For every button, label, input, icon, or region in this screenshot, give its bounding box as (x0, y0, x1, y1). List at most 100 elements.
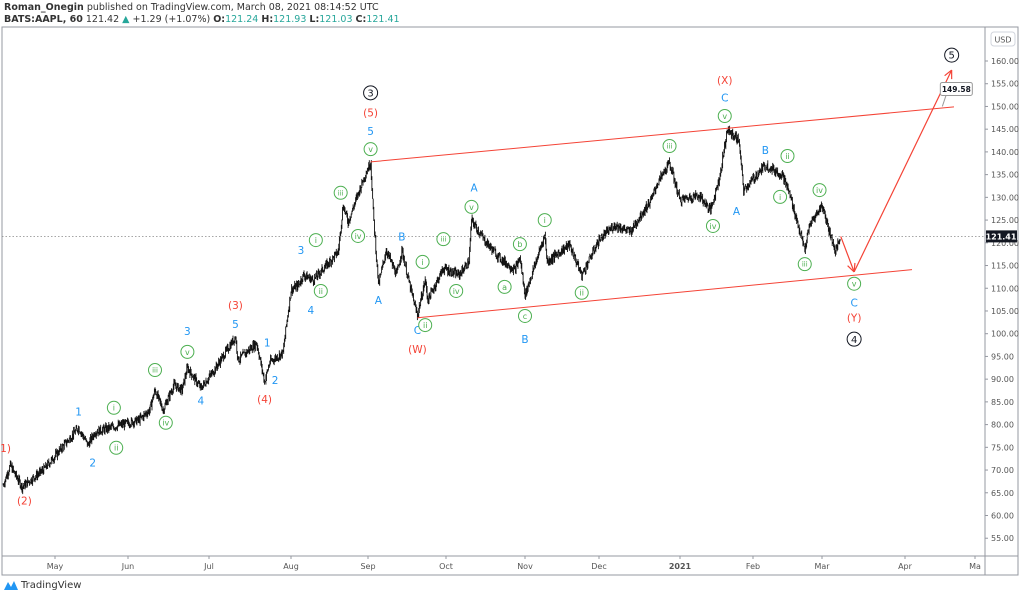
wave-label-circle (351, 228, 366, 243)
wave-label: v (469, 203, 474, 212)
wave-label: c (523, 312, 527, 321)
up-triangle-icon: ▲ (122, 14, 130, 25)
wave-label: 3 (298, 245, 305, 257)
projection-up-arrow-head (944, 69, 953, 77)
low-value: 121.03 (319, 14, 353, 25)
wave-label: 4 (308, 305, 315, 317)
close-value: 121.41 (366, 14, 400, 25)
currency-label: USD (994, 36, 1011, 45)
wave-label: B (762, 145, 769, 157)
high-label: H: (261, 14, 274, 25)
y-tick-label: 100.00 (991, 330, 1019, 339)
wave-label: 5 (367, 126, 374, 138)
wave-label: 2 (272, 375, 279, 387)
wave-label-circle (497, 279, 512, 294)
wave-label: B (398, 232, 405, 244)
wave-label-circle (944, 47, 960, 63)
y-tick-label: 70.00 (991, 466, 1014, 475)
wave-label: iv (816, 186, 823, 195)
open-label: O: (213, 14, 226, 25)
wave-labels: 1)(2)12iiiiiiivv345(3)12(4)34iiiiiiivv5(… (0, 47, 960, 508)
target-callout-text: 149.58 (942, 85, 971, 94)
x-tick-label: Jul (203, 562, 214, 571)
wave-label-circle (418, 318, 433, 333)
tradingview-logo[interactable]: TradingView (4, 580, 81, 591)
wave-label-circle (313, 283, 328, 298)
wave-label: A (733, 206, 741, 218)
wave-label: iii (440, 236, 446, 244)
price-bars (2, 125, 841, 495)
wave-label: v (722, 112, 727, 121)
wave-label: iv (355, 232, 362, 241)
wave-label-circle (717, 108, 732, 123)
x-tick-label: 2021 (669, 562, 692, 571)
symbol-info: BATS:AAPL, 60 121.42 ▲ +1.29 (+1.07%) O:… (4, 14, 400, 25)
wave-label: 4 (851, 335, 857, 346)
wave-label-circle (705, 218, 720, 233)
wave-label: (W) (408, 344, 427, 356)
high-value: 121.93 (273, 14, 307, 25)
wave-label: iv (162, 419, 169, 428)
wave-label: v (185, 348, 190, 357)
wave-label: C (414, 325, 421, 337)
y-tick-label: 125.00 (991, 216, 1019, 225)
last-price-text: 121.41 (986, 232, 1017, 241)
y-tick-label: 130.00 (991, 193, 1019, 202)
x-tick-label: Feb (746, 562, 760, 571)
wave-label-circle (537, 213, 552, 228)
drawings: 149.58 (2, 69, 985, 319)
wave-label: 5 (948, 51, 954, 62)
wave-label-circle (363, 85, 379, 101)
wave-label: iii (802, 261, 808, 269)
chart-frame (1, 26, 1019, 576)
x-tick-label: Mar (814, 562, 830, 571)
wave-label: 2 (89, 458, 96, 470)
y-tick-label: 160.00 (991, 57, 1019, 66)
wave-label-circle (180, 344, 195, 359)
wave-label: i (421, 258, 423, 267)
y-tick-label: 105.00 (991, 307, 1019, 316)
wave-label: i (315, 236, 317, 245)
wave-label-circle (449, 283, 464, 298)
wave-label: 1 (264, 338, 271, 350)
last-price: 121.42 (85, 14, 120, 25)
wave-label: 1) (0, 443, 11, 455)
wave-label-circle (518, 308, 532, 323)
wave-label: (5) (363, 108, 378, 120)
wave-label: 3 (367, 88, 373, 99)
wave-label-circle (780, 148, 795, 163)
y-tick-label: 95.00 (991, 352, 1014, 361)
wave-label: A (470, 183, 478, 195)
y-tick-label: 155.00 (991, 80, 1019, 89)
axes[interactable]: USD 55.00 60.00 65.00 70.00 75.00 80.00 85.00 9… (47, 31, 1019, 571)
y-tick-label: 80.00 (991, 421, 1014, 430)
author-name[interactable]: Roman_Onegin (4, 2, 84, 13)
target-callout-pointer (941, 94, 947, 107)
y-tick-label: 75.00 (991, 443, 1014, 452)
wave-label-circle (464, 199, 479, 214)
wave-label-circle (662, 138, 677, 153)
wave-label: (3) (228, 300, 243, 312)
y-tick-label: 110.00 (991, 284, 1019, 293)
wave-label: iii (667, 143, 673, 151)
wave-label-circle (846, 331, 862, 347)
y-tick-label: 135.00 (991, 171, 1019, 180)
y-tick-label: 115.00 (991, 262, 1019, 271)
close-label: C: (355, 14, 367, 25)
wave-label: A (375, 295, 383, 307)
wave-label-circle (436, 232, 451, 247)
y-tick-label: 90.00 (991, 375, 1014, 384)
wave-label-circle (308, 233, 323, 248)
projection-up-arrow (853, 69, 953, 273)
y-tick-label: 55.00 (991, 534, 1014, 543)
x-tick-label: Apr (898, 562, 913, 571)
wave-label: (4) (257, 394, 272, 406)
wave-label-circle (148, 363, 162, 378)
y-tick-label: 140.00 (991, 148, 1019, 157)
wave-label: ii (785, 152, 789, 161)
wave-label: iii (338, 189, 344, 197)
wave-label-circle (158, 415, 173, 430)
x-tick-label: Dec (591, 562, 606, 571)
currency-button[interactable] (990, 31, 1016, 47)
